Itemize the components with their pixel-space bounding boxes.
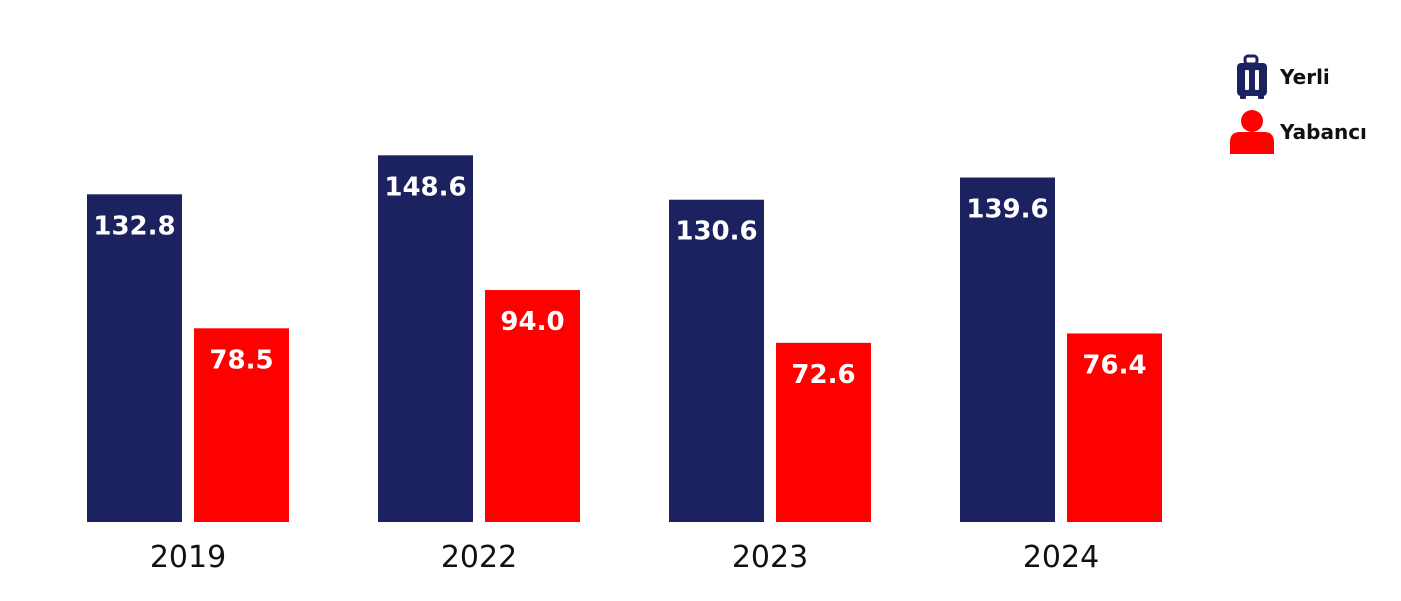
data-label-yerli-2024: 139.6 — [966, 195, 1048, 225]
bar-yerli-2019 — [87, 194, 182, 522]
bar-yerli-2023 — [669, 199, 764, 522]
legend-item-yabanci: Yabancı — [1230, 110, 1367, 154]
x-tick-label-2019: 2019 — [150, 540, 226, 575]
bar-yabanci-2023 — [776, 342, 871, 522]
data-label-yerli-2023: 130.6 — [675, 217, 757, 247]
data-label-yabanci-2024: 76.4 — [1082, 350, 1146, 380]
x-tick-label-2024: 2024 — [1023, 540, 1099, 575]
bars-layer: 132.8 78.5 148.6 94.0 130.6 72.6 139.6 76.4 — [87, 155, 1162, 522]
data-label-yerli-2019: 132.8 — [93, 211, 175, 241]
suitcase-icon — [1237, 54, 1267, 99]
person-icon — [1230, 110, 1274, 154]
x-axis-ticks: 2019 2022 2023 2024 — [150, 540, 1099, 575]
data-label-yerli-2022: 148.6 — [384, 172, 466, 202]
bar-yabanci-2022 — [485, 290, 580, 522]
bar-yabanci-2019 — [194, 328, 289, 522]
legend-label-yerli: Yerli — [1279, 65, 1330, 89]
data-label-yabanci-2023: 72.6 — [791, 360, 855, 390]
legend: Yerli Yabancı — [1230, 54, 1367, 154]
legend-item-yerli: Yerli — [1237, 54, 1330, 99]
data-label-yabanci-2019: 78.5 — [209, 345, 273, 375]
bar-yerli-2022 — [378, 155, 473, 522]
bar-yabanci-2024 — [1067, 333, 1162, 522]
x-tick-label-2023: 2023 — [732, 540, 808, 575]
data-label-yabanci-2022: 94.0 — [500, 307, 564, 337]
bar-yerli-2024 — [960, 177, 1055, 522]
legend-label-yabanci: Yabancı — [1279, 120, 1367, 144]
x-tick-label-2022: 2022 — [441, 540, 517, 575]
